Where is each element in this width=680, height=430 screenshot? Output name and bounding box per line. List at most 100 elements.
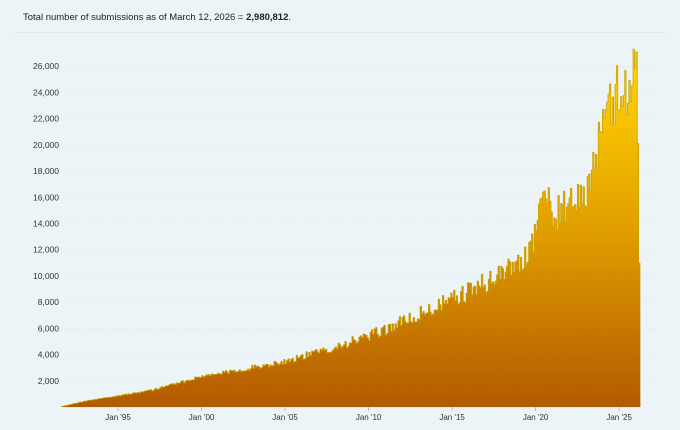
bar [499,279,502,407]
bar [240,371,243,407]
bar [196,377,198,407]
bar [557,195,560,407]
bar [305,351,308,407]
bar [70,404,73,407]
bar [247,369,250,407]
bar [637,143,639,407]
bar [603,117,606,407]
bar [133,392,136,407]
bar [511,262,514,407]
bar [125,393,127,407]
bar [111,397,113,407]
bar [614,84,617,408]
bar [209,375,212,407]
bar [204,376,207,407]
bar [154,388,156,407]
bar [324,350,326,407]
bar [613,123,616,407]
bar [354,340,357,407]
bar [311,351,314,407]
bar [463,301,465,407]
bar [112,396,115,407]
bar [386,333,389,407]
bar [457,303,460,407]
bar [549,201,552,407]
bar [278,364,280,407]
bar [282,364,285,407]
bar [446,303,449,407]
bar [63,405,66,407]
bar [287,358,290,407]
bar [127,393,130,407]
bar [233,370,236,407]
bar [230,370,233,407]
bar [173,383,176,407]
bar [492,281,495,407]
bar [621,106,624,408]
bar [436,310,439,407]
bar [454,301,457,407]
bar [485,292,488,407]
bar [525,264,528,407]
bar [438,299,440,407]
bar [467,282,470,407]
bar [493,284,496,407]
bar [273,361,276,407]
y-axis: 2,000 4,000 6,000 8,000 10,000 12,000 14,000 16… [33,61,59,386]
bar [606,102,609,408]
bar [276,363,279,407]
header-divider [14,32,666,33]
y-tick-label: 4,000 [38,350,60,360]
bar [432,313,435,407]
bar [592,152,595,407]
bar [346,347,349,407]
bar [627,103,630,408]
bar [495,281,497,407]
bar [301,354,304,407]
bar [94,399,97,407]
bar [440,310,443,407]
bar [118,395,120,407]
bar [116,396,119,407]
bar [422,311,425,407]
bar [79,402,81,407]
bar [623,95,626,407]
bar [234,371,237,407]
bar [417,318,420,407]
bar [205,374,208,407]
bar [395,323,397,407]
bar [250,368,253,407]
bar [532,252,535,407]
bar [506,266,509,407]
bar [228,373,230,407]
bar [439,304,442,407]
bar [393,330,396,407]
bar [308,352,311,407]
bar [194,376,197,407]
bar [148,390,151,407]
bar [244,370,247,407]
bar [496,274,499,407]
bar [130,394,133,407]
bar [588,174,591,407]
y-tick-label: 14,000 [33,219,59,229]
bar [460,291,463,407]
bar [399,316,401,407]
bar [575,210,578,407]
bar [548,187,550,407]
bar [74,403,77,407]
bar [556,229,559,407]
bar [314,350,317,407]
bar [286,360,289,407]
bar [122,394,124,407]
bar [471,294,474,407]
bar [411,322,414,407]
bar [531,233,534,407]
bar [177,383,180,407]
bar [239,369,241,407]
bar [84,401,87,407]
bar [396,327,399,407]
bar [155,388,158,407]
bar [555,218,557,407]
bar [296,355,298,407]
